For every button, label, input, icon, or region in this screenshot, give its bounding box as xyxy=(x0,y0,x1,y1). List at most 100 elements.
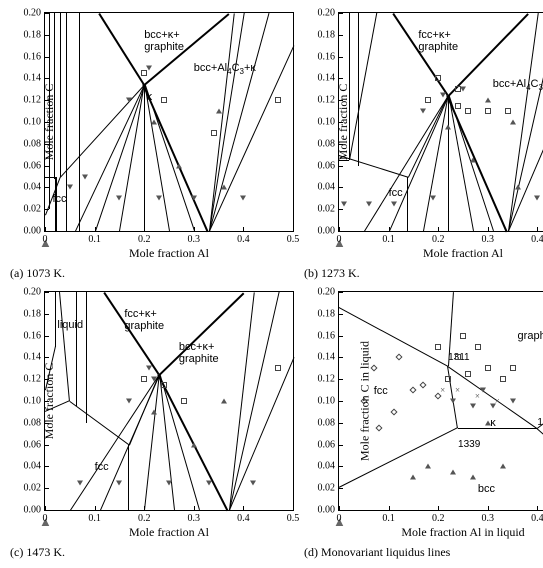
xtick: 0.3 xyxy=(188,513,201,524)
ytick: 0.04 xyxy=(307,461,335,472)
ytick: 0.12 xyxy=(13,95,41,106)
data-marker xyxy=(485,420,491,425)
data-marker xyxy=(221,399,227,404)
data-marker xyxy=(161,382,167,388)
data-marker xyxy=(240,196,246,201)
phase-line xyxy=(339,307,449,367)
ytick: 0.04 xyxy=(13,461,41,472)
ytick: 0.18 xyxy=(13,308,41,319)
phase-line xyxy=(60,13,61,177)
data-marker: × xyxy=(440,387,446,393)
chart-a: Mole fraction C Mole fraction Al ▲ 0.000… xyxy=(44,12,294,232)
xtick: 0.4 xyxy=(237,513,250,524)
phase-line xyxy=(349,13,350,160)
data-marker xyxy=(500,376,506,382)
data-marker xyxy=(450,399,456,404)
phase-line xyxy=(69,401,129,445)
xtick: 0.1 xyxy=(88,234,101,245)
xtick: 0.5 xyxy=(287,513,300,524)
chart-c: Mole fraction C Mole fraction Al ▲ 0.000… xyxy=(44,291,294,511)
data-marker xyxy=(151,377,157,382)
ytick: 0.18 xyxy=(307,308,335,319)
data-marker xyxy=(116,196,122,201)
xlabel-d: Mole fraction Al in liquid xyxy=(401,525,524,540)
phase-line xyxy=(86,292,87,423)
data-marker xyxy=(146,366,152,371)
xtick: 0.4 xyxy=(531,513,543,524)
data-marker xyxy=(470,475,476,480)
ytick: 0.20 xyxy=(13,8,41,19)
phase-line xyxy=(349,13,377,160)
data-marker xyxy=(141,376,147,382)
data-marker xyxy=(341,201,347,206)
phase-line xyxy=(458,428,537,429)
xtick: 0.2 xyxy=(138,513,151,524)
region-label: fcc xyxy=(374,385,388,397)
data-marker xyxy=(181,398,187,404)
ytick: 0.16 xyxy=(307,51,335,62)
data-marker xyxy=(460,87,466,92)
data-marker xyxy=(390,408,397,415)
ytick: 0.08 xyxy=(13,138,41,149)
phase-line xyxy=(339,160,349,161)
data-marker xyxy=(435,75,441,81)
xtick: 0.1 xyxy=(382,513,395,524)
data-marker xyxy=(275,97,281,103)
panel-b: Mole fraction C Mole fraction Al ▲ 0.000… xyxy=(302,8,543,281)
xlabel-c: Mole fraction Al xyxy=(129,525,209,540)
phase-line xyxy=(59,292,70,401)
caption-a: (a) 1073 K. xyxy=(8,266,294,281)
phase-line xyxy=(76,292,77,406)
phase-line xyxy=(339,427,458,488)
data-marker xyxy=(82,174,88,179)
ytick: 0.00 xyxy=(307,226,335,237)
data-marker xyxy=(77,480,83,485)
data-marker xyxy=(250,480,256,485)
data-marker xyxy=(425,464,431,469)
ytick: 0.16 xyxy=(307,330,335,341)
region-label: fcc+κ+graphite xyxy=(418,29,458,53)
data-marker xyxy=(505,108,511,114)
data-marker xyxy=(116,480,122,485)
data-marker xyxy=(475,344,481,350)
data-marker: × xyxy=(455,387,461,393)
region-label: κ xyxy=(490,417,496,429)
xlabel-a: Mole fraction Al xyxy=(129,246,209,261)
region-label: liquid xyxy=(57,319,83,331)
region-label: fcc xyxy=(95,461,109,473)
data-marker xyxy=(460,333,466,339)
data-marker xyxy=(166,480,172,485)
data-marker xyxy=(206,480,212,485)
phase-line xyxy=(389,95,449,232)
ytick: 0.02 xyxy=(307,204,335,215)
caption-b: (b) 1273 K. xyxy=(302,266,543,281)
data-marker xyxy=(191,442,197,447)
data-marker xyxy=(510,120,516,125)
chart-b: Mole fraction C Mole fraction Al ▲ 0.000… xyxy=(338,12,543,232)
data-marker xyxy=(445,376,451,382)
region-label: bcc+κ+graphite xyxy=(179,341,219,365)
data-marker xyxy=(510,399,516,404)
ytick: 0.20 xyxy=(307,8,335,19)
data-marker xyxy=(126,399,132,404)
chart-grid: Mole fraction C Mole fraction Al ▲ 0.000… xyxy=(8,8,535,560)
panel-a: Mole fraction C Mole fraction Al ▲ 0.000… xyxy=(8,8,294,281)
ytick: 0.12 xyxy=(307,374,335,385)
xtick: 0.4 xyxy=(237,234,250,245)
data-marker xyxy=(126,98,132,103)
ytick: 0.14 xyxy=(307,73,335,84)
phase-line xyxy=(103,292,159,375)
data-marker xyxy=(435,344,441,350)
data-marker xyxy=(510,365,516,371)
ytick: 0.16 xyxy=(13,330,41,341)
data-marker xyxy=(410,387,417,394)
phase-line xyxy=(54,13,55,179)
ytick: 0.04 xyxy=(307,182,335,193)
ytick: 0.00 xyxy=(307,505,335,516)
ytick: 0.20 xyxy=(13,287,41,298)
xtick: 0 xyxy=(43,234,48,245)
xtick: 0 xyxy=(337,513,342,524)
panel-c: Mole fraction C Mole fraction Al ▲ 0.000… xyxy=(8,287,294,560)
data-marker xyxy=(395,354,402,361)
data-marker xyxy=(221,185,227,190)
